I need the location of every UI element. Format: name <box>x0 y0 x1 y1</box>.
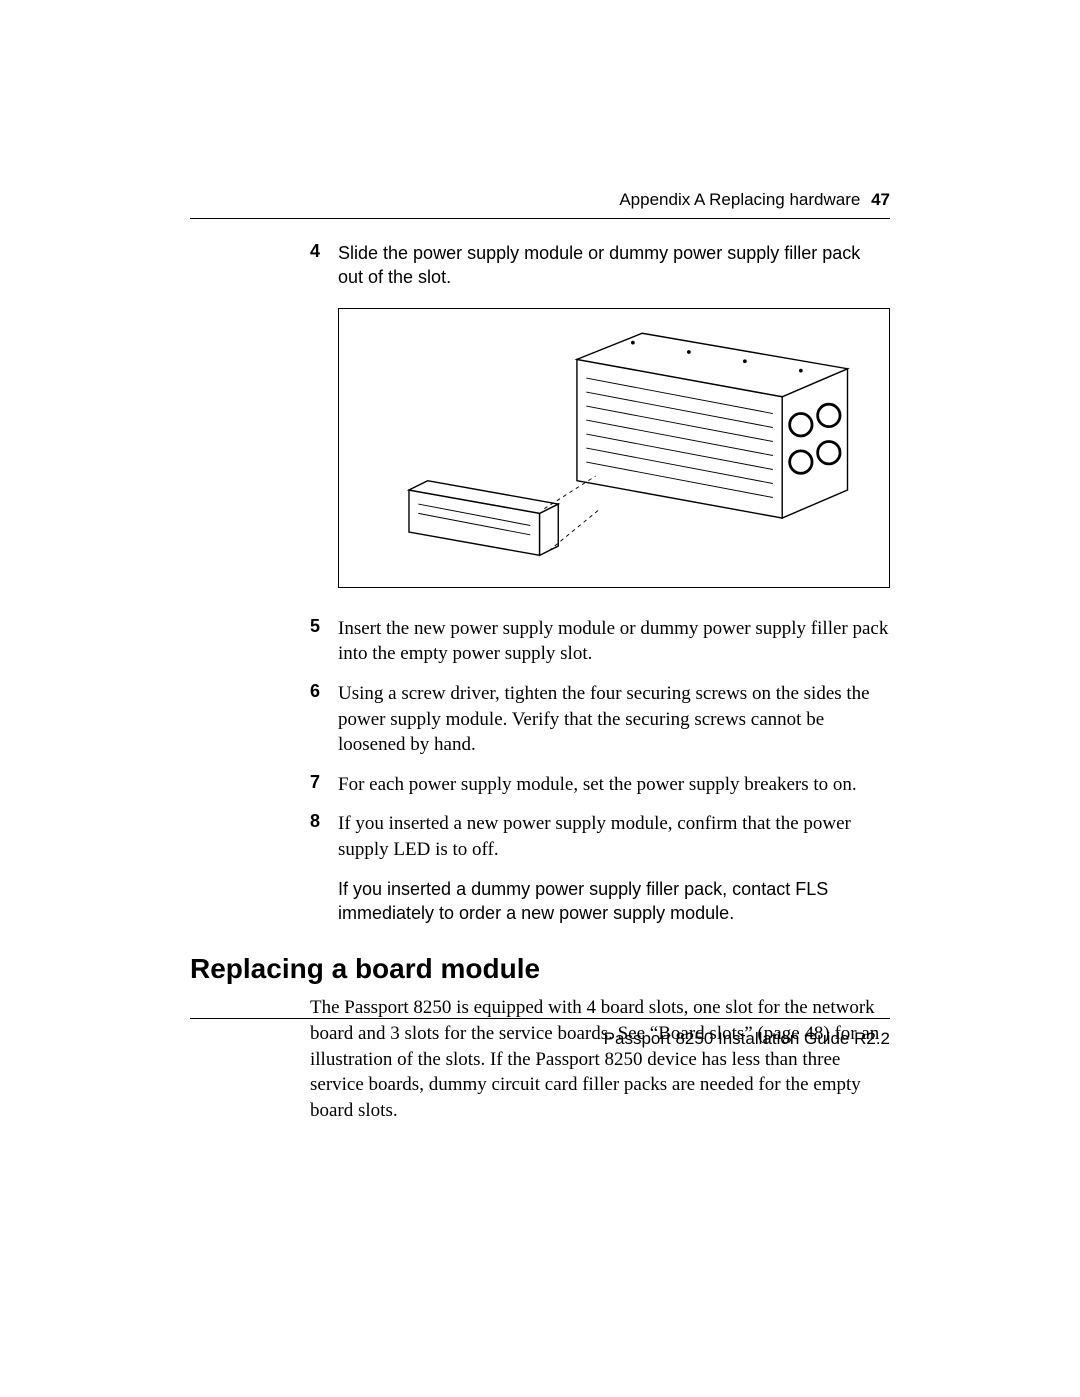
running-header: Appendix A Replacing hardware 47 <box>190 190 890 219</box>
step-number: 6 <box>310 681 338 758</box>
note-after-step-8: If you inserted a dummy power supply fil… <box>338 877 890 926</box>
header-text: Appendix A Replacing hardware <box>619 190 860 209</box>
step-5: 5 Insert the new power supply module or … <box>310 616 890 667</box>
step-text: For each power supply module, set the po… <box>338 772 857 798</box>
step-text: Insert the new power supply module or du… <box>338 616 890 667</box>
step-4: 4 Slide the power supply module or dummy… <box>310 241 890 290</box>
page-number: 47 <box>871 190 890 209</box>
section-heading: Replacing a board module <box>190 953 890 985</box>
figure-diagram <box>338 308 890 588</box>
step-number: 4 <box>310 241 338 290</box>
page-footer: Passport 8250 Installation Guide R2.2 <box>190 1010 890 1049</box>
page-content: Appendix A Replacing hardware 47 4 Slide… <box>190 190 890 1124</box>
step-6: 6 Using a screw driver, tighten the four… <box>310 681 890 758</box>
step-7: 7 For each power supply module, set the … <box>310 772 890 798</box>
step-number: 5 <box>310 616 338 667</box>
step-number: 8 <box>310 811 338 862</box>
step-number: 7 <box>310 772 338 798</box>
step-text: If you inserted a new power supply modul… <box>338 811 890 862</box>
step-text: Slide the power supply module or dummy p… <box>338 241 890 290</box>
step-text: Using a screw driver, tighten the four s… <box>338 681 890 758</box>
hardware-diagram-icon <box>353 316 876 580</box>
footer-text: Passport 8250 Installation Guide R2.2 <box>190 1018 890 1049</box>
step-8: 8 If you inserted a new power supply mod… <box>310 811 890 862</box>
body-column: 4 Slide the power supply module or dummy… <box>310 241 890 925</box>
